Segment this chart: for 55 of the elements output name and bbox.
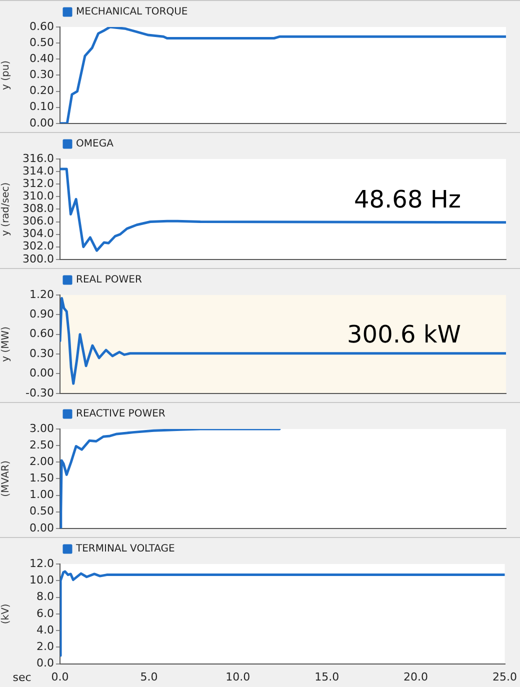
y-tick-label: 2.0 (36, 640, 54, 654)
y-axis-title: y (pu) (0, 60, 12, 90)
x-tick-label: 5.0 (140, 670, 158, 684)
y-axis-title: (MVAR) (0, 460, 12, 497)
y-tick-label: 0.30 (30, 68, 54, 82)
y-tick-label: 0.50 (30, 36, 54, 49)
y-tick-label: 0.60 (30, 20, 54, 33)
legend-label: OMEGA (76, 138, 114, 150)
y-tick-label: 316.0 (22, 152, 54, 165)
legend-label: REAL POWER (76, 274, 142, 286)
y-tick-label: 0.30 (30, 346, 54, 360)
y-tick-label: 0.00 (30, 116, 54, 130)
y-tick-label: 6.0 (36, 606, 54, 620)
x-tick-label: 0.0 (51, 670, 69, 684)
y-axis-title: y (MW) (0, 326, 12, 362)
x-tick-label: 25.0 (492, 670, 518, 684)
y-tick-label: 0.20 (30, 84, 54, 98)
legend-label: MECHANICAL TORQUE (76, 6, 188, 18)
y-tick-label: 4.0 (36, 623, 54, 636)
legend-label: REACTIVE POWER (76, 408, 166, 420)
y-tick-label: 10.0 (30, 573, 54, 586)
y-tick-label: 306.0 (22, 214, 54, 228)
annotation: 300.6 kW (347, 320, 461, 349)
y-tick-label: 2.50 (30, 438, 54, 452)
y-tick-label: 0.00 (30, 366, 54, 380)
y-tick-label: -0.30 (26, 386, 54, 400)
y-tick-label: 1.00 (30, 488, 54, 502)
y-tick-label: 0.00 (30, 521, 54, 534)
x-axis-title: sec (12, 671, 32, 684)
y-tick-label: 312.0 (22, 176, 54, 190)
x-tick-label: 20.0 (404, 670, 428, 684)
y-axis-title: y (rad/sec) (0, 182, 12, 236)
y-tick-label: 300.0 (22, 252, 54, 266)
y-tick-label: 0.0 (36, 656, 54, 670)
y-tick-label: 0.90 (30, 308, 54, 321)
y-tick-label: 1.50 (30, 472, 54, 485)
y-tick-label: 3.00 (30, 422, 54, 435)
annotation: 48.68 Hz (354, 185, 461, 214)
y-tick-label: 1.20 (30, 288, 54, 301)
legend-label: TERMINAL VOLTAGE (75, 544, 175, 555)
y-tick-label: 310.0 (22, 190, 54, 203)
y-tick-label: 314.0 (22, 164, 54, 178)
y-tick-label: 2.00 (30, 454, 54, 468)
y-tick-label: 12.0 (30, 556, 54, 570)
y-tick-label: 0.60 (30, 327, 54, 340)
y-tick-label: 0.50 (30, 504, 54, 518)
x-tick-label: 15.0 (314, 670, 340, 684)
y-tick-label: 0.40 (30, 52, 54, 65)
x-tick-label: 10.0 (226, 670, 250, 684)
y-tick-label: 304.0 (22, 227, 54, 240)
y-tick-label: 0.10 (30, 100, 54, 114)
y-tick-label: 308.0 (22, 202, 54, 216)
y-tick-label: 8.0 (36, 590, 54, 604)
y-tick-label: 302.0 (22, 240, 54, 253)
y-axis-title: (kV) (0, 604, 12, 624)
